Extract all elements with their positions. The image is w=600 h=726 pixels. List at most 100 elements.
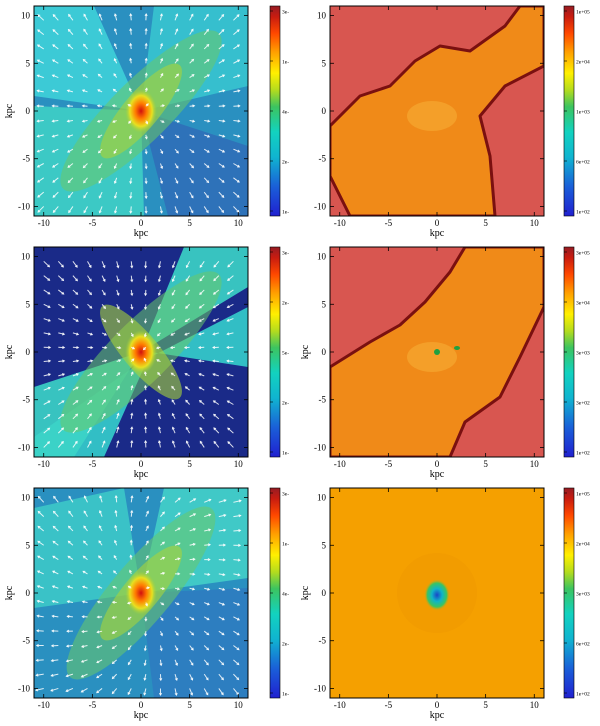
x-tick-label: -10 [334, 700, 346, 710]
x-tick-label: 10 [234, 218, 244, 228]
panel-temperature-3: -10 -10 -5 -5 0 0 5 5 10 10 kpc kpc 1e+05 2e+04 3e+03 6… [300, 487, 590, 721]
colorbar-tick-label: 1e+03 [576, 110, 590, 116]
x-axis-label: kpc [134, 228, 149, 239]
colorbar-tick-label: 3e+04 [576, 301, 590, 307]
x-tick-label: -5 [385, 700, 393, 710]
y-tick-label: -10 [18, 683, 30, 693]
x-axis-label: kpc [134, 469, 149, 480]
panel-density-1: -10 -10 -5 -5 0 0 5 5 10 10 kpc kpc 3e- 1e- 4e- 2e- 1e- [4, 5, 289, 239]
y-tick-label: 5 [322, 299, 327, 309]
y-tick-label: 0 [322, 106, 327, 116]
x-tick-label: -5 [385, 459, 393, 469]
y-tick-label: -5 [23, 154, 31, 164]
x-tick-label: -5 [385, 218, 393, 228]
y-tick-label: 5 [322, 58, 327, 68]
velocity-arrows [35, 494, 242, 696]
colorbar-tick-label: 4e- [282, 110, 289, 116]
velocity-arrows [36, 13, 241, 214]
x-tick-label: -5 [89, 700, 97, 710]
y-axis-label: kpc [300, 585, 311, 600]
colorbar-tick-label: 1e- [282, 542, 289, 548]
colorbar-tick-label: 2e- [282, 642, 289, 648]
colorbar-tick-label: 1e- [282, 451, 289, 457]
x-tick-label: -10 [38, 459, 50, 469]
colorbar-tick-label: 1e+05 [576, 492, 590, 498]
colorbar-tick-label: 3e+02 [576, 401, 590, 407]
colorbar-tick-label: 2e+04 [576, 542, 590, 548]
panel-temperature-2: -10 -10 -5 -5 0 0 5 5 10 10 kpc kpc 3e+05 3e+04 3e+03 3… [300, 246, 590, 480]
colorbar-tick-label: 2e+04 [576, 60, 590, 66]
colorbar-tick-label: 1e- [282, 692, 289, 698]
colorbar-tick-label: 3e- [282, 10, 289, 16]
velocity-arrows [43, 260, 234, 448]
colorbar-tick-label: 5e- [282, 351, 289, 357]
colorbar-tick-label: 3e+03 [576, 592, 590, 598]
y-tick-label: 0 [26, 588, 31, 598]
x-tick-label: -5 [89, 459, 97, 469]
y-tick-label: 5 [26, 299, 31, 309]
panel-density-2: -10 -10 -5 -5 0 0 5 5 10 10 kpc kpc 3e- 2e- 5e- 2e- 1e- [4, 246, 289, 480]
x-tick-label: -10 [334, 218, 346, 228]
colorbar-tick-label: 1e+05 [576, 10, 590, 16]
x-tick-label: -10 [38, 218, 50, 228]
colorbar-tick-label: 3e+03 [576, 351, 590, 357]
x-axis-label: kpc [430, 469, 445, 480]
x-tick-label: 10 [234, 459, 244, 469]
colorbar-tick-label: 1e+02 [576, 210, 590, 216]
heatmap-image [330, 247, 544, 457]
x-tick-label: 5 [187, 700, 192, 710]
y-tick-label: -5 [319, 395, 327, 405]
x-tick-label: 5 [483, 218, 488, 228]
heatmap-image [330, 6, 544, 216]
x-tick-label: 0 [435, 700, 440, 710]
x-tick-label: 0 [139, 459, 144, 469]
x-tick-label: 5 [187, 218, 192, 228]
colorbar-tick-label: 2e- [282, 401, 289, 407]
colorbar-tick-label: 2e- [282, 301, 289, 307]
y-tick-label: 10 [21, 493, 31, 503]
heatmap-image [34, 6, 248, 216]
x-tick-label: -10 [334, 459, 346, 469]
x-tick-label: -10 [38, 700, 50, 710]
y-tick-label: 10 [317, 252, 327, 262]
y-tick-label: -5 [23, 636, 31, 646]
y-tick-label: -10 [18, 442, 30, 452]
panels-layer: -10 -10 -5 -5 0 0 5 5 10 10 kpc kpc 3e- 1e- 4e- 2e- 1e- -… [4, 5, 590, 721]
y-tick-label: 5 [26, 540, 31, 550]
x-tick-label: 0 [139, 700, 144, 710]
x-tick-label: 0 [435, 459, 440, 469]
colorbar-tick-label: 1e+02 [576, 451, 590, 457]
y-tick-label: 10 [21, 252, 31, 262]
y-tick-label: 5 [322, 540, 327, 550]
colorbar-tick-label: 2e- [282, 160, 289, 166]
y-tick-label: 0 [26, 347, 31, 357]
x-tick-label: 5 [483, 700, 488, 710]
panel-density-3: -10 -10 -5 -5 0 0 5 5 10 10 kpc kpc 3e- 1e- 4e- 2e- 1e- [4, 487, 289, 721]
x-tick-label: 5 [483, 459, 488, 469]
x-tick-label: 10 [234, 700, 244, 710]
y-axis-label: kpc [4, 344, 15, 359]
y-tick-label: 0 [322, 347, 327, 357]
y-tick-label: -10 [314, 683, 326, 693]
colorbar-tick-label: 1e+02 [576, 692, 590, 698]
panel-temperature-1: -10 -10 -5 -5 0 0 5 5 10 10 kpc 1e+05 2e+04 1e+03 6e+0… [314, 5, 590, 239]
y-tick-label: -10 [18, 201, 30, 211]
y-tick-label: 5 [26, 58, 31, 68]
x-tick-label: 10 [530, 218, 540, 228]
x-tick-label: 10 [530, 700, 540, 710]
y-tick-label: -5 [319, 154, 327, 164]
y-axis-label: kpc [4, 585, 15, 600]
heatmap-image [34, 488, 248, 698]
colorbar-tick-label: 4e- [282, 592, 289, 598]
heatmap-image [330, 488, 544, 698]
y-tick-label: 10 [317, 493, 327, 503]
colorbar-tick-label: 6e+02 [576, 642, 590, 648]
y-tick-label: 10 [317, 11, 327, 21]
heatmap-image [34, 247, 248, 457]
y-axis-label: kpc [300, 344, 311, 359]
x-tick-label: 5 [187, 459, 192, 469]
colorbar-tick-label: 1e- [282, 60, 289, 66]
x-axis-label: kpc [430, 710, 445, 721]
x-tick-label: 0 [435, 218, 440, 228]
